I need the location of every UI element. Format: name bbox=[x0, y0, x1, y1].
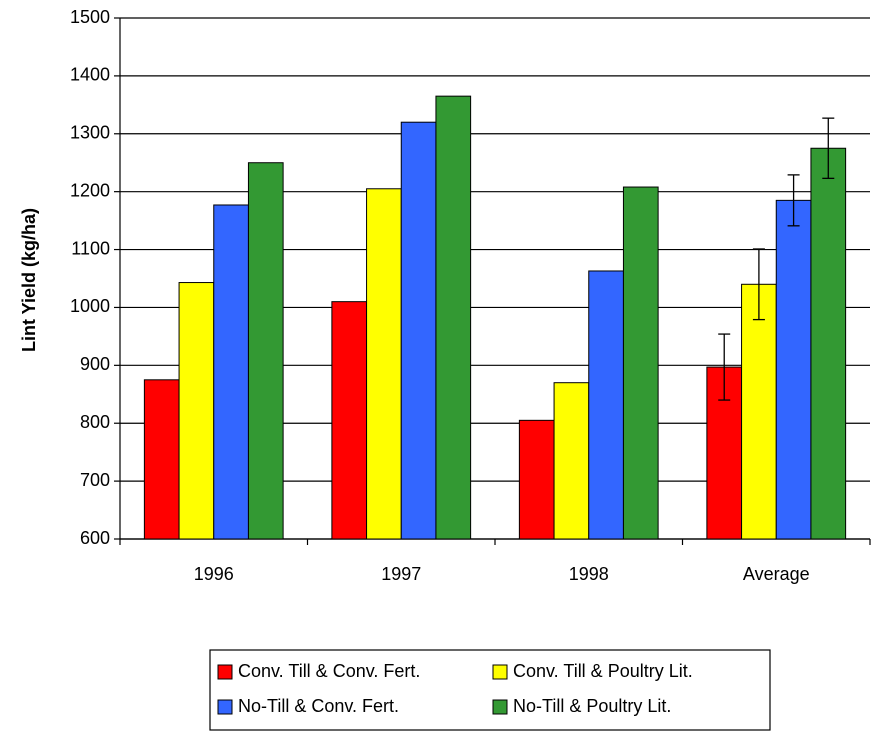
bar bbox=[143, 379, 180, 540]
y-axis-label: Lint Yield (kg/ha) bbox=[19, 208, 39, 352]
bar bbox=[518, 419, 555, 540]
legend-label: Conv. Till & Conv. Fert. bbox=[238, 661, 420, 681]
legend-swatch bbox=[492, 699, 508, 715]
legend-label: No-Till & Conv. Fert. bbox=[238, 696, 399, 716]
bar bbox=[622, 186, 659, 540]
x-tick-label: Average bbox=[743, 564, 810, 584]
x-tick-label: 1998 bbox=[569, 564, 609, 584]
y-tick-label: 1100 bbox=[71, 238, 110, 258]
bar bbox=[810, 147, 847, 540]
bar bbox=[435, 95, 472, 540]
bar bbox=[588, 270, 624, 540]
legend-swatch bbox=[492, 664, 508, 680]
legend-label: No-Till & Poultry Lit. bbox=[513, 696, 671, 716]
bar bbox=[247, 162, 284, 540]
bar bbox=[366, 188, 402, 540]
bar bbox=[400, 121, 437, 540]
y-tick-label: 900 bbox=[80, 354, 110, 374]
bar bbox=[213, 204, 249, 540]
x-tick-label: 1996 bbox=[194, 564, 234, 584]
y-tick-label: 1400 bbox=[70, 65, 110, 85]
error-bar bbox=[718, 333, 731, 401]
y-tick-label: 800 bbox=[80, 412, 110, 432]
bar bbox=[178, 282, 215, 540]
y-tick-label: 1200 bbox=[70, 180, 110, 200]
y-tick-label: 1500 bbox=[70, 7, 110, 27]
error-bar bbox=[752, 248, 765, 321]
bar bbox=[775, 199, 812, 540]
bar bbox=[741, 283, 777, 540]
legend-label: Conv. Till & Poultry Lit. bbox=[513, 661, 693, 681]
y-tick-label: 600 bbox=[80, 528, 110, 548]
legend-box bbox=[209, 649, 771, 731]
legend-swatch bbox=[217, 664, 233, 680]
bar bbox=[553, 382, 590, 540]
error-bar bbox=[787, 174, 800, 227]
bar bbox=[331, 301, 368, 540]
legend-swatch bbox=[217, 699, 233, 715]
x-tick-label: 1997 bbox=[381, 564, 421, 584]
y-tick-label: 700 bbox=[80, 470, 110, 490]
error-bar bbox=[822, 117, 835, 180]
y-tick-label: 1000 bbox=[70, 296, 110, 316]
y-tick-label: 1300 bbox=[70, 123, 110, 143]
